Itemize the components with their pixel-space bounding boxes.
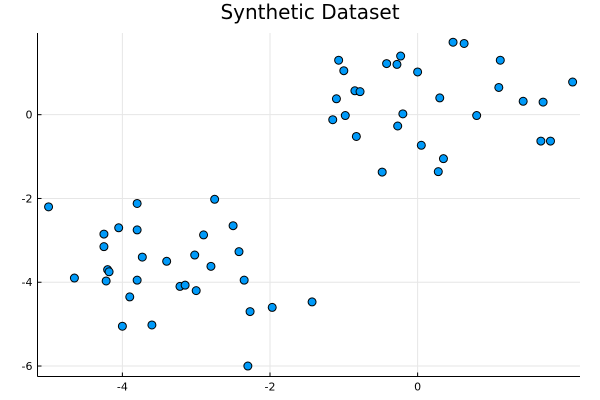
- data-point: [393, 121, 403, 131]
- data-point: [132, 275, 142, 285]
- data-point: [494, 82, 504, 92]
- data-point: [351, 131, 361, 141]
- data-point: [339, 66, 349, 76]
- grid-lines: [37, 33, 580, 377]
- data-point: [340, 111, 350, 121]
- x-tick-label: -4: [117, 381, 128, 394]
- data-point: [114, 223, 124, 233]
- data-point: [125, 292, 135, 302]
- data-point: [545, 136, 555, 146]
- data-point: [495, 55, 505, 65]
- data-point: [328, 115, 338, 125]
- data-point: [147, 320, 157, 330]
- data-point: [433, 167, 443, 177]
- tick-labels: -4 -2 0 -6 -4 -2 0: [22, 109, 422, 394]
- data-point: [435, 93, 445, 103]
- data-point: [438, 154, 448, 164]
- data-point: [206, 261, 216, 271]
- chart-title: Synthetic Dataset: [220, 0, 399, 24]
- data-point: [69, 273, 79, 283]
- data-point: [518, 96, 528, 106]
- data-point: [334, 55, 344, 65]
- data-point: [104, 267, 114, 277]
- data-point: [267, 302, 277, 312]
- data-point: [538, 97, 548, 107]
- data-point: [413, 67, 423, 77]
- data-point: [234, 247, 244, 257]
- x-tick-label: -2: [265, 381, 276, 394]
- data-point: [448, 37, 458, 47]
- data-point: [101, 276, 111, 286]
- data-point: [137, 252, 147, 262]
- y-tick-label: -4: [22, 276, 33, 289]
- data-point: [239, 275, 249, 285]
- data-point: [382, 59, 392, 69]
- data-point: [568, 77, 578, 87]
- y-tick-label: -2: [22, 192, 33, 205]
- data-point: [228, 221, 238, 231]
- data-point: [191, 286, 201, 296]
- data-point: [245, 307, 255, 317]
- data-point: [416, 140, 426, 150]
- data-point: [355, 87, 365, 97]
- data-point: [472, 111, 482, 121]
- axes: [37, 33, 580, 377]
- data-point: [331, 94, 341, 104]
- x-tick-label: 0: [414, 381, 421, 394]
- data-point: [210, 194, 220, 204]
- data-point: [180, 280, 190, 290]
- data-points: [44, 37, 578, 371]
- data-point: [117, 321, 127, 331]
- data-point: [307, 297, 317, 307]
- data-point: [396, 51, 406, 61]
- data-point: [199, 230, 209, 240]
- data-point: [162, 256, 172, 266]
- data-point: [99, 229, 109, 239]
- data-point: [99, 242, 109, 252]
- data-point: [132, 198, 142, 208]
- data-point: [44, 202, 54, 212]
- data-point: [132, 225, 142, 235]
- y-tick-label: -6: [22, 360, 33, 373]
- data-point: [377, 167, 387, 177]
- data-point: [190, 250, 200, 260]
- data-point: [392, 59, 402, 69]
- data-point: [398, 109, 408, 119]
- data-point: [459, 38, 469, 48]
- data-point: [243, 361, 253, 371]
- y-tick-label: 0: [26, 109, 33, 122]
- data-point: [536, 136, 546, 146]
